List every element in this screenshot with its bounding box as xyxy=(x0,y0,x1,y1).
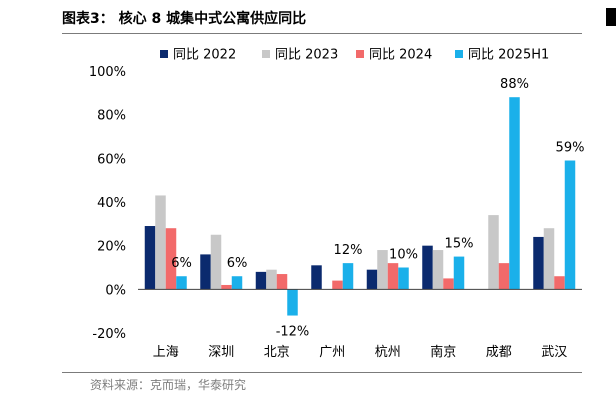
bar xyxy=(443,278,454,290)
legend-swatch xyxy=(356,50,364,58)
source-note: 资料来源：克而瑞，华泰研究 xyxy=(90,378,247,392)
bar xyxy=(342,263,354,290)
x-category-label: 广州 xyxy=(319,345,345,360)
bar xyxy=(165,228,177,290)
adjacent-figure-edge xyxy=(606,8,616,26)
bar xyxy=(287,289,298,316)
bar xyxy=(276,274,288,290)
y-tick-label: 80% xyxy=(97,109,126,124)
bar xyxy=(564,160,576,290)
figure-title: 核心 8 城集中式公寓供应同比 xyxy=(118,11,307,27)
bar xyxy=(210,234,222,290)
x-category-label: 南京 xyxy=(430,344,456,360)
bar xyxy=(422,245,433,290)
bar xyxy=(221,284,232,290)
bar xyxy=(543,228,555,290)
bar xyxy=(488,215,499,290)
y-tick-label: 0% xyxy=(105,283,126,298)
bar xyxy=(155,195,166,290)
data-label: 15% xyxy=(445,237,474,252)
bar xyxy=(533,236,544,290)
bar xyxy=(398,267,409,290)
legend-label: 同比 2022 xyxy=(173,48,236,63)
source-rule xyxy=(62,372,582,373)
bar xyxy=(144,226,156,290)
bar xyxy=(231,276,243,290)
data-labels: 6% 6% -12% 12% 10% 15% 88% 59% xyxy=(171,77,584,339)
figure-title-row: 图表3： 核心 8 城集中式公寓供应同比 xyxy=(62,8,306,28)
bar xyxy=(332,280,343,290)
figure-label: 图表3： xyxy=(62,11,114,27)
x-category-label: 北京 xyxy=(264,345,290,360)
legend-label: 同比 2023 xyxy=(275,48,338,63)
bar xyxy=(377,250,388,290)
title-rule xyxy=(62,33,582,34)
legend: 同比 2022 同比 2023 同比 2024 同比 2025H1 xyxy=(160,48,549,63)
bar xyxy=(554,276,565,290)
y-tick-label: -20% xyxy=(92,327,126,342)
y-tick-label: 100% xyxy=(89,65,126,80)
data-label: 12% xyxy=(334,243,363,258)
data-label: 59% xyxy=(556,141,585,156)
data-label: -12% xyxy=(276,325,310,340)
y-tick-label: 40% xyxy=(97,196,126,211)
y-axis: 100% 80% 60% 40% 20% 0% -20% xyxy=(89,65,126,342)
x-axis: 上海 深圳 北京 广州 杭州 南京 成都 武汉 xyxy=(138,288,582,360)
x-category-label: 成都 xyxy=(486,345,512,360)
bar xyxy=(255,271,267,290)
bars xyxy=(144,97,576,316)
data-label: 6% xyxy=(227,256,248,271)
bar xyxy=(509,97,520,290)
x-category-label: 杭州 xyxy=(375,345,401,360)
x-category-label: 上海 xyxy=(153,345,179,360)
legend-swatch xyxy=(262,50,270,58)
bar xyxy=(366,269,378,290)
bar xyxy=(387,263,399,290)
data-label: 88% xyxy=(500,77,529,92)
bar xyxy=(311,265,322,290)
y-tick-label: 60% xyxy=(97,152,126,167)
bar xyxy=(176,276,187,290)
x-category-label: 武汉 xyxy=(541,345,567,360)
legend-swatch xyxy=(455,50,463,58)
legend-swatch xyxy=(160,50,168,58)
bar xyxy=(453,256,465,290)
legend-label: 同比 2024 xyxy=(369,48,432,63)
bar xyxy=(200,254,211,290)
y-tick-label: 20% xyxy=(97,240,126,255)
bar xyxy=(498,263,510,290)
legend-label: 同比 2025H1 xyxy=(468,48,549,63)
data-label: 6% xyxy=(171,256,192,271)
bar xyxy=(432,250,444,290)
x-category-label: 深圳 xyxy=(208,345,234,360)
bar xyxy=(266,269,277,290)
data-label: 10% xyxy=(389,248,418,263)
